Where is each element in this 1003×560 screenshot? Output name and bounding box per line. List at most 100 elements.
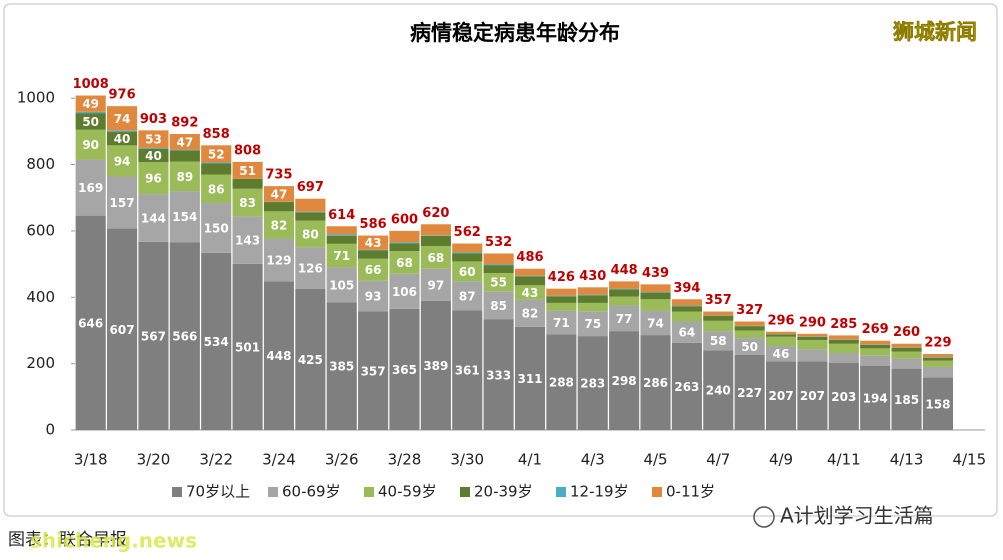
bar-segment	[107, 145, 138, 177]
bar-segment	[577, 302, 608, 312]
x-tick-label: 4/7	[706, 451, 730, 469]
y-tick-label: 800	[26, 155, 55, 173]
total-label: 486	[516, 250, 543, 265]
bar-segment	[295, 212, 326, 221]
y-tick-label: 0	[45, 421, 55, 439]
bar-segment	[358, 280, 389, 312]
bar-segment	[232, 178, 263, 189]
total-label: 229	[924, 336, 951, 351]
y-tick-label: 200	[26, 354, 55, 372]
data-label: 96	[145, 172, 162, 186]
total-label: 290	[799, 315, 826, 330]
total-label: 976	[108, 88, 135, 103]
bar-segment	[828, 335, 859, 340]
data-label: 68	[396, 256, 413, 270]
bar-segment	[452, 281, 483, 311]
bar-segment	[75, 215, 106, 430]
data-label: 82	[271, 218, 288, 232]
legend-swatch	[364, 487, 374, 497]
bar-segment	[75, 111, 106, 114]
x-tick-label: 4/11	[827, 451, 861, 469]
bar-segment	[389, 230, 420, 243]
source: 图表：联合早报	[8, 530, 127, 550]
bar-segment	[452, 310, 483, 430]
data-label: 46	[773, 347, 790, 361]
brand: A计划学习生活篇	[780, 504, 934, 528]
brand-icon	[753, 506, 775, 528]
data-label: 227	[737, 386, 762, 400]
bar-segment	[671, 299, 702, 306]
bar-segment	[232, 263, 263, 430]
data-label: 53	[145, 133, 162, 147]
bar-segment	[546, 302, 577, 311]
x-tick-label: 3/26	[325, 451, 359, 469]
bar-segment	[326, 302, 357, 430]
bar-segment	[263, 281, 295, 430]
bar-segment	[138, 147, 169, 149]
bar-segment	[326, 235, 357, 244]
bar-segment	[420, 224, 451, 236]
data-label: 89	[176, 170, 193, 184]
bar-segment	[860, 355, 891, 366]
bar-segment	[703, 315, 734, 321]
bar-segment	[169, 191, 200, 243]
data-label: 566	[172, 330, 197, 344]
data-label: 207	[769, 389, 794, 403]
bar-segment	[577, 311, 608, 337]
bar-segment	[107, 106, 138, 131]
data-label: 77	[616, 312, 633, 326]
bar-segment	[640, 292, 671, 300]
data-label: 126	[298, 262, 323, 276]
x-tick-label: 4/13	[890, 451, 924, 469]
bar-segment	[483, 319, 514, 430]
bar-segment	[546, 334, 577, 430]
data-label: 71	[553, 316, 570, 330]
chart-title: 病情稳定病患年龄分布	[410, 21, 620, 45]
bar-segment	[420, 235, 451, 247]
x-tick-label: 3/24	[262, 451, 296, 469]
bar-segment	[577, 336, 608, 430]
bar-segment	[452, 261, 483, 282]
bar-segment	[703, 320, 734, 332]
bar-segment	[75, 95, 106, 112]
bar-segment	[358, 311, 389, 430]
bar-segment	[358, 249, 389, 251]
bar-segment	[452, 253, 483, 262]
bar-segment	[922, 357, 953, 361]
bar-segment	[169, 134, 200, 150]
bar-segment	[671, 321, 702, 343]
bar-segment	[295, 288, 326, 430]
data-label: 68	[428, 251, 445, 265]
total-label: 562	[454, 225, 481, 240]
data-label: 97	[428, 278, 445, 292]
total-label: 430	[579, 269, 606, 284]
bar-segment	[514, 276, 546, 286]
data-label: 50	[82, 115, 99, 129]
bar-segment	[860, 340, 891, 345]
data-label: 240	[706, 384, 731, 398]
x-tick-label: 4/9	[769, 451, 793, 469]
bar-segment	[734, 354, 765, 430]
bar-segment	[483, 253, 514, 265]
data-label: 55	[490, 276, 507, 290]
bar-segment	[295, 198, 326, 212]
bar-segment	[734, 326, 765, 331]
bar-segment	[860, 344, 891, 349]
legend-label: 12-19岁	[570, 483, 629, 501]
bar-segment	[326, 243, 357, 268]
legend-label: 20-39岁	[474, 483, 533, 501]
bar-segment	[107, 132, 138, 146]
data-label: 150	[204, 221, 229, 235]
y-tick-label: 400	[26, 288, 55, 306]
bar-segment	[546, 295, 577, 297]
total-label: 357	[705, 293, 732, 308]
data-label: 283	[580, 377, 605, 391]
data-label: 385	[329, 360, 354, 374]
bar-segment	[734, 338, 765, 355]
bar-segment	[922, 366, 953, 378]
bar-segment	[609, 281, 640, 289]
bar-segment	[138, 194, 169, 242]
bar-segment	[201, 252, 232, 430]
bar-segment	[577, 287, 608, 295]
bar-segment	[358, 250, 389, 259]
